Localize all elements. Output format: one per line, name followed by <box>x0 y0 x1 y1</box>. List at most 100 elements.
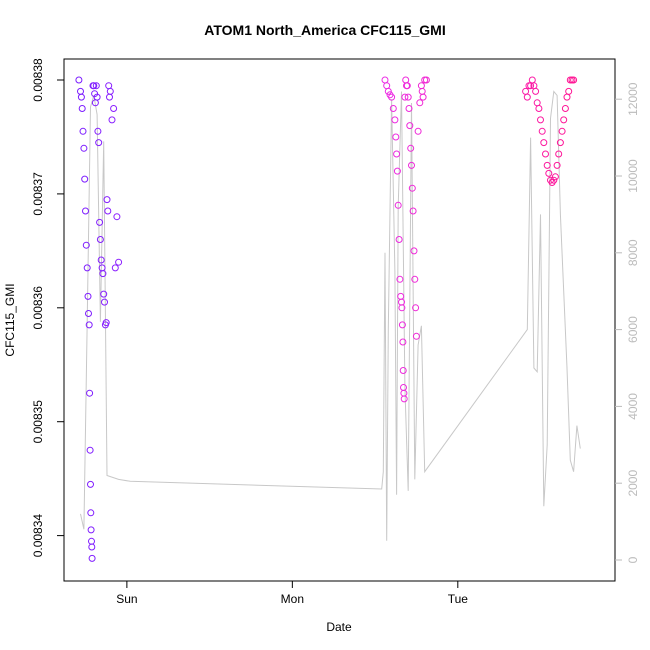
data-point <box>540 139 548 147</box>
plot-frame <box>63 58 616 582</box>
right-y-tick-label: 6000 <box>626 316 640 343</box>
right-y-tick-label: 8000 <box>626 239 640 266</box>
data-point <box>88 554 96 562</box>
data-point <box>545 169 553 177</box>
data-point <box>104 207 112 215</box>
data-point <box>543 161 551 169</box>
y-tick-label: 0.00834 <box>31 514 45 558</box>
data-point <box>93 93 101 101</box>
data-point <box>87 526 95 534</box>
data-point <box>399 367 407 374</box>
data-point <box>410 247 418 255</box>
data-point <box>103 196 111 204</box>
data-point <box>96 218 104 226</box>
data-point <box>90 82 98 90</box>
y-axis: 0.00834 0.00835 0.00836 0.00837 0.00838 <box>31 58 64 557</box>
x-tick-label: Mon <box>281 592 304 606</box>
data-point <box>394 201 402 209</box>
x-axis-label: Date <box>326 620 352 634</box>
x-axis: Sun Mon Tue <box>116 581 468 606</box>
y-tick-label: 0.00835 <box>31 400 45 444</box>
data-point <box>412 332 420 340</box>
data-point <box>570 76 578 84</box>
data-point <box>106 87 114 95</box>
data-point <box>561 105 569 112</box>
data-point <box>110 105 118 112</box>
altitude-series-line <box>80 90 581 541</box>
data-point <box>81 175 89 183</box>
data-point <box>85 321 93 329</box>
data-point <box>99 270 107 278</box>
data-point <box>422 76 430 84</box>
x-tick-label: Tue <box>448 592 469 606</box>
right-y-tick-label: 0 <box>626 556 640 563</box>
y-tick-label: 0.00836 <box>31 286 45 330</box>
data-point <box>532 87 540 95</box>
data-point <box>550 176 558 184</box>
data-point <box>97 256 105 264</box>
x-tick-label: Sun <box>116 592 137 606</box>
data-point <box>82 241 90 249</box>
data-point <box>78 105 86 112</box>
right-y-tick-label: 2000 <box>626 470 640 497</box>
data-point <box>108 116 116 124</box>
data-point <box>419 93 427 101</box>
altitude-line-layer <box>80 90 581 541</box>
data-point <box>92 82 100 90</box>
data-point <box>80 144 88 152</box>
data-point <box>94 127 102 135</box>
data-point <box>537 116 544 124</box>
data-point <box>412 304 420 312</box>
data-point <box>409 207 417 215</box>
data-point <box>558 127 566 135</box>
data-point <box>75 76 83 84</box>
data-point <box>401 93 409 101</box>
data-point <box>391 116 399 124</box>
data-point <box>115 258 123 266</box>
data-point <box>84 292 92 300</box>
data-point <box>398 321 406 329</box>
data-point <box>384 87 392 95</box>
data-point <box>389 105 397 112</box>
data-point <box>87 480 94 488</box>
data-points-layer <box>75 76 578 562</box>
data-point <box>414 127 422 135</box>
data-point <box>95 139 103 147</box>
data-point <box>86 389 94 397</box>
right-y-tick-label: 4000 <box>626 393 640 420</box>
data-point <box>535 105 543 112</box>
data-point <box>416 99 424 107</box>
data-point <box>82 207 89 215</box>
data-point <box>87 509 95 517</box>
data-point <box>399 338 407 346</box>
y-tick-label: 0.00837 <box>31 172 45 216</box>
data-point <box>111 264 119 272</box>
data-point <box>79 127 87 135</box>
data-point <box>100 290 108 298</box>
data-point <box>102 319 110 327</box>
data-point <box>396 275 404 283</box>
data-point <box>77 93 85 101</box>
right-y-axis: 0 2000 4000 6000 8000 10000 12000 <box>615 82 640 563</box>
data-point <box>83 264 91 272</box>
data-point <box>101 298 108 306</box>
data-point <box>523 93 531 101</box>
data-point <box>411 275 419 283</box>
data-point <box>555 150 563 158</box>
data-point <box>560 116 568 124</box>
data-point <box>542 150 549 158</box>
data-point <box>113 213 121 221</box>
data-point <box>538 127 546 135</box>
data-point <box>400 395 408 403</box>
data-point <box>392 133 400 141</box>
data-point <box>393 150 401 158</box>
right-y-tick-label: 12000 <box>626 82 640 116</box>
data-point <box>398 304 406 312</box>
y-axis-label: CFC115_GMI <box>3 283 17 356</box>
data-point <box>551 173 559 181</box>
y-tick-label: 0.00838 <box>31 58 45 102</box>
data-point <box>406 122 414 130</box>
data-point <box>556 139 564 147</box>
